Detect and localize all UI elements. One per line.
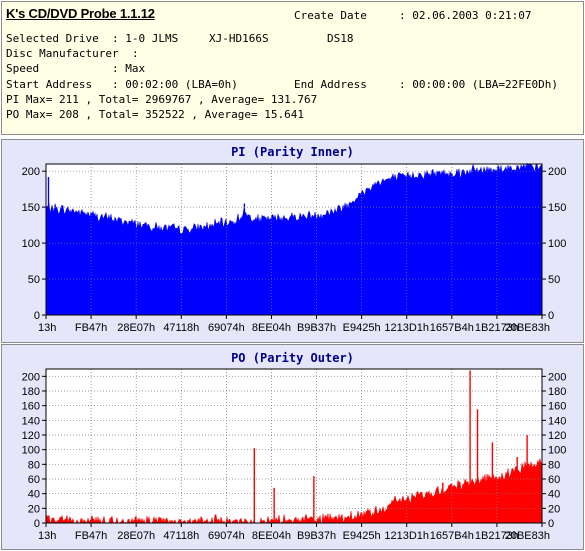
po-ytick-label-right-6: 120	[548, 430, 566, 442]
po-ytick-label-right-5: 100	[548, 445, 566, 457]
pi-xtick-label-8: 1213D1h	[384, 322, 429, 334]
po-ytick-label-left-0: 0	[34, 518, 40, 530]
drive-model: XJ-HD166S	[209, 32, 269, 45]
start-address-label: Start Address	[6, 78, 93, 91]
pi-ytick-label-left-1: 50	[28, 274, 40, 286]
po-ytick-label-right-3: 60	[548, 474, 560, 486]
po-chart-title: PO (Parity Outer)	[231, 351, 354, 365]
pi-ytick-label-right-0: 0	[548, 310, 554, 322]
end-address-value: : 00:00:00 (LBA=22FE0Dh)	[399, 78, 558, 91]
po-ytick-label-left-4: 80	[28, 459, 40, 471]
pi-chart-title: PI (Parity Inner)	[231, 145, 354, 159]
po-xtick-label-1: FB47h	[75, 530, 107, 542]
po-ytick-label-left-8: 160	[22, 401, 40, 413]
po-ytick-label-right-4: 80	[548, 459, 560, 471]
po-ytick-label-left-1: 20	[28, 503, 40, 515]
po-xtick-label-6: B9B37h	[297, 530, 336, 542]
po-xtick-label-4: 69074h	[208, 530, 245, 542]
pi-xtick-label-4: 69074h	[208, 322, 245, 334]
po-ytick-label-right-1: 20	[548, 503, 560, 515]
pi-xtick-label-11: 20BE83h	[505, 322, 550, 334]
speed-value: : Max	[112, 62, 146, 75]
po-chart-panel: PO (Parity Outer) 0 0 20 20 40 40 60 60 80 80 100 1…	[1, 344, 584, 550]
po-xtick-label-9: 1657B4h	[430, 530, 474, 542]
po-ytick-label-left-7: 140	[22, 415, 40, 427]
pi-xtick-label-6: B9B37h	[297, 322, 336, 334]
create-date-value: : 02.06.2003 0:21:07	[399, 9, 532, 22]
pi-xtick-label-9: 1657B4h	[430, 322, 474, 334]
pi-ytick-label-right-2: 100	[548, 238, 566, 250]
pi-xtick-label-0: 13h	[38, 322, 56, 334]
po-xtick-label-10: 1B2173h	[475, 530, 519, 542]
po-ytick-label-right-10: 200	[548, 371, 566, 383]
pi-ytick-label-right-1: 50	[548, 274, 560, 286]
po-ytick-label-left-6: 120	[22, 430, 40, 442]
disc-manufacturer-label: Disc Manufacturer	[6, 47, 119, 60]
po-xtick-label-2: 28E07h	[117, 530, 155, 542]
pi-chart-panel: PI (Parity Inner) 0 0 50 50 100 100 150 150 200 2…	[1, 139, 584, 343]
pi-summary: PI Max= 211 , Total= 2969767 , Average= …	[6, 93, 318, 106]
po-plot-frame	[45, 368, 543, 524]
po-xtick-label-3: 47118h	[163, 530, 199, 542]
po-ytick-label-left-3: 60	[28, 474, 40, 486]
pi-xtick-label-1: FB47h	[75, 322, 107, 334]
pi-xtick-label-7: E9425h	[343, 322, 381, 334]
po-xtick-label-0: 13h	[38, 530, 56, 542]
pi-ytick-label-left-0: 0	[34, 310, 40, 322]
disc-manufacturer-value: :	[132, 47, 139, 60]
po-ytick-label-left-9: 180	[22, 386, 40, 398]
speed-label: Speed	[6, 62, 40, 75]
info-panel: K's CD/DVD Probe 1.1.12 Create Date : 02…	[1, 1, 584, 135]
pi-chart: 0 0 50 50 100 100 150 150 200 200 13h FB47h 28E07h 47…	[22, 163, 566, 334]
pi-area-series	[45, 163, 543, 316]
pi-ytick-label-right-4: 200	[548, 166, 566, 178]
pi-xtick-label-5: 8EE04h	[252, 322, 291, 334]
po-xtick-label-5: 8EE04h	[252, 530, 291, 542]
po-ytick-label-right-2: 40	[548, 489, 560, 501]
pi-ytick-label-left-2: 100	[22, 238, 40, 250]
start-address-value: : 00:02:00 (LBA=0h)	[112, 78, 238, 91]
po-ytick-label-right-0: 0	[548, 518, 554, 530]
po-xtick-label-8: 1213D1h	[384, 530, 429, 542]
po-ytick-label-right-9: 180	[548, 386, 566, 398]
pi-ytick-label-left-3: 150	[22, 202, 40, 214]
po-chart: 0 0 20 20 40 40 60 60 80 80 100 100 120 120 140 140 160 1…	[22, 368, 566, 542]
pi-xtick-label-2: 28E07h	[117, 322, 155, 334]
create-date-label: Create Date	[294, 9, 367, 22]
po-xtick-label-7: E9425h	[343, 530, 381, 542]
po-area-series	[45, 458, 543, 525]
app-title: K's CD/DVD Probe 1.1.12	[6, 6, 155, 21]
pi-ytick-label-left-4: 200	[22, 166, 40, 178]
selected-drive-value: : 1-0 JLMS	[112, 32, 179, 45]
po-ytick-label-left-10: 200	[22, 371, 40, 383]
po-xtick-label-11: 20BE83h	[505, 530, 550, 542]
po-ytick-label-left-5: 100	[22, 445, 40, 457]
pi-xtick-label-10: 1B2173h	[475, 322, 519, 334]
drive-firmware: DS18	[327, 32, 354, 45]
pi-ytick-label-right-3: 150	[548, 202, 566, 214]
po-ytick-label-right-8: 160	[548, 401, 566, 413]
po-ytick-label-left-2: 40	[28, 489, 40, 501]
pi-plot-frame	[45, 163, 543, 316]
end-address-label: End Address	[294, 78, 367, 91]
po-summary: PO Max= 208 , Total= 352522 , Average= 1…	[6, 108, 305, 121]
pi-xtick-label-3: 47118h	[163, 322, 199, 334]
po-ytick-label-right-7: 140	[548, 415, 566, 427]
selected-drive-label: Selected Drive	[6, 32, 99, 45]
